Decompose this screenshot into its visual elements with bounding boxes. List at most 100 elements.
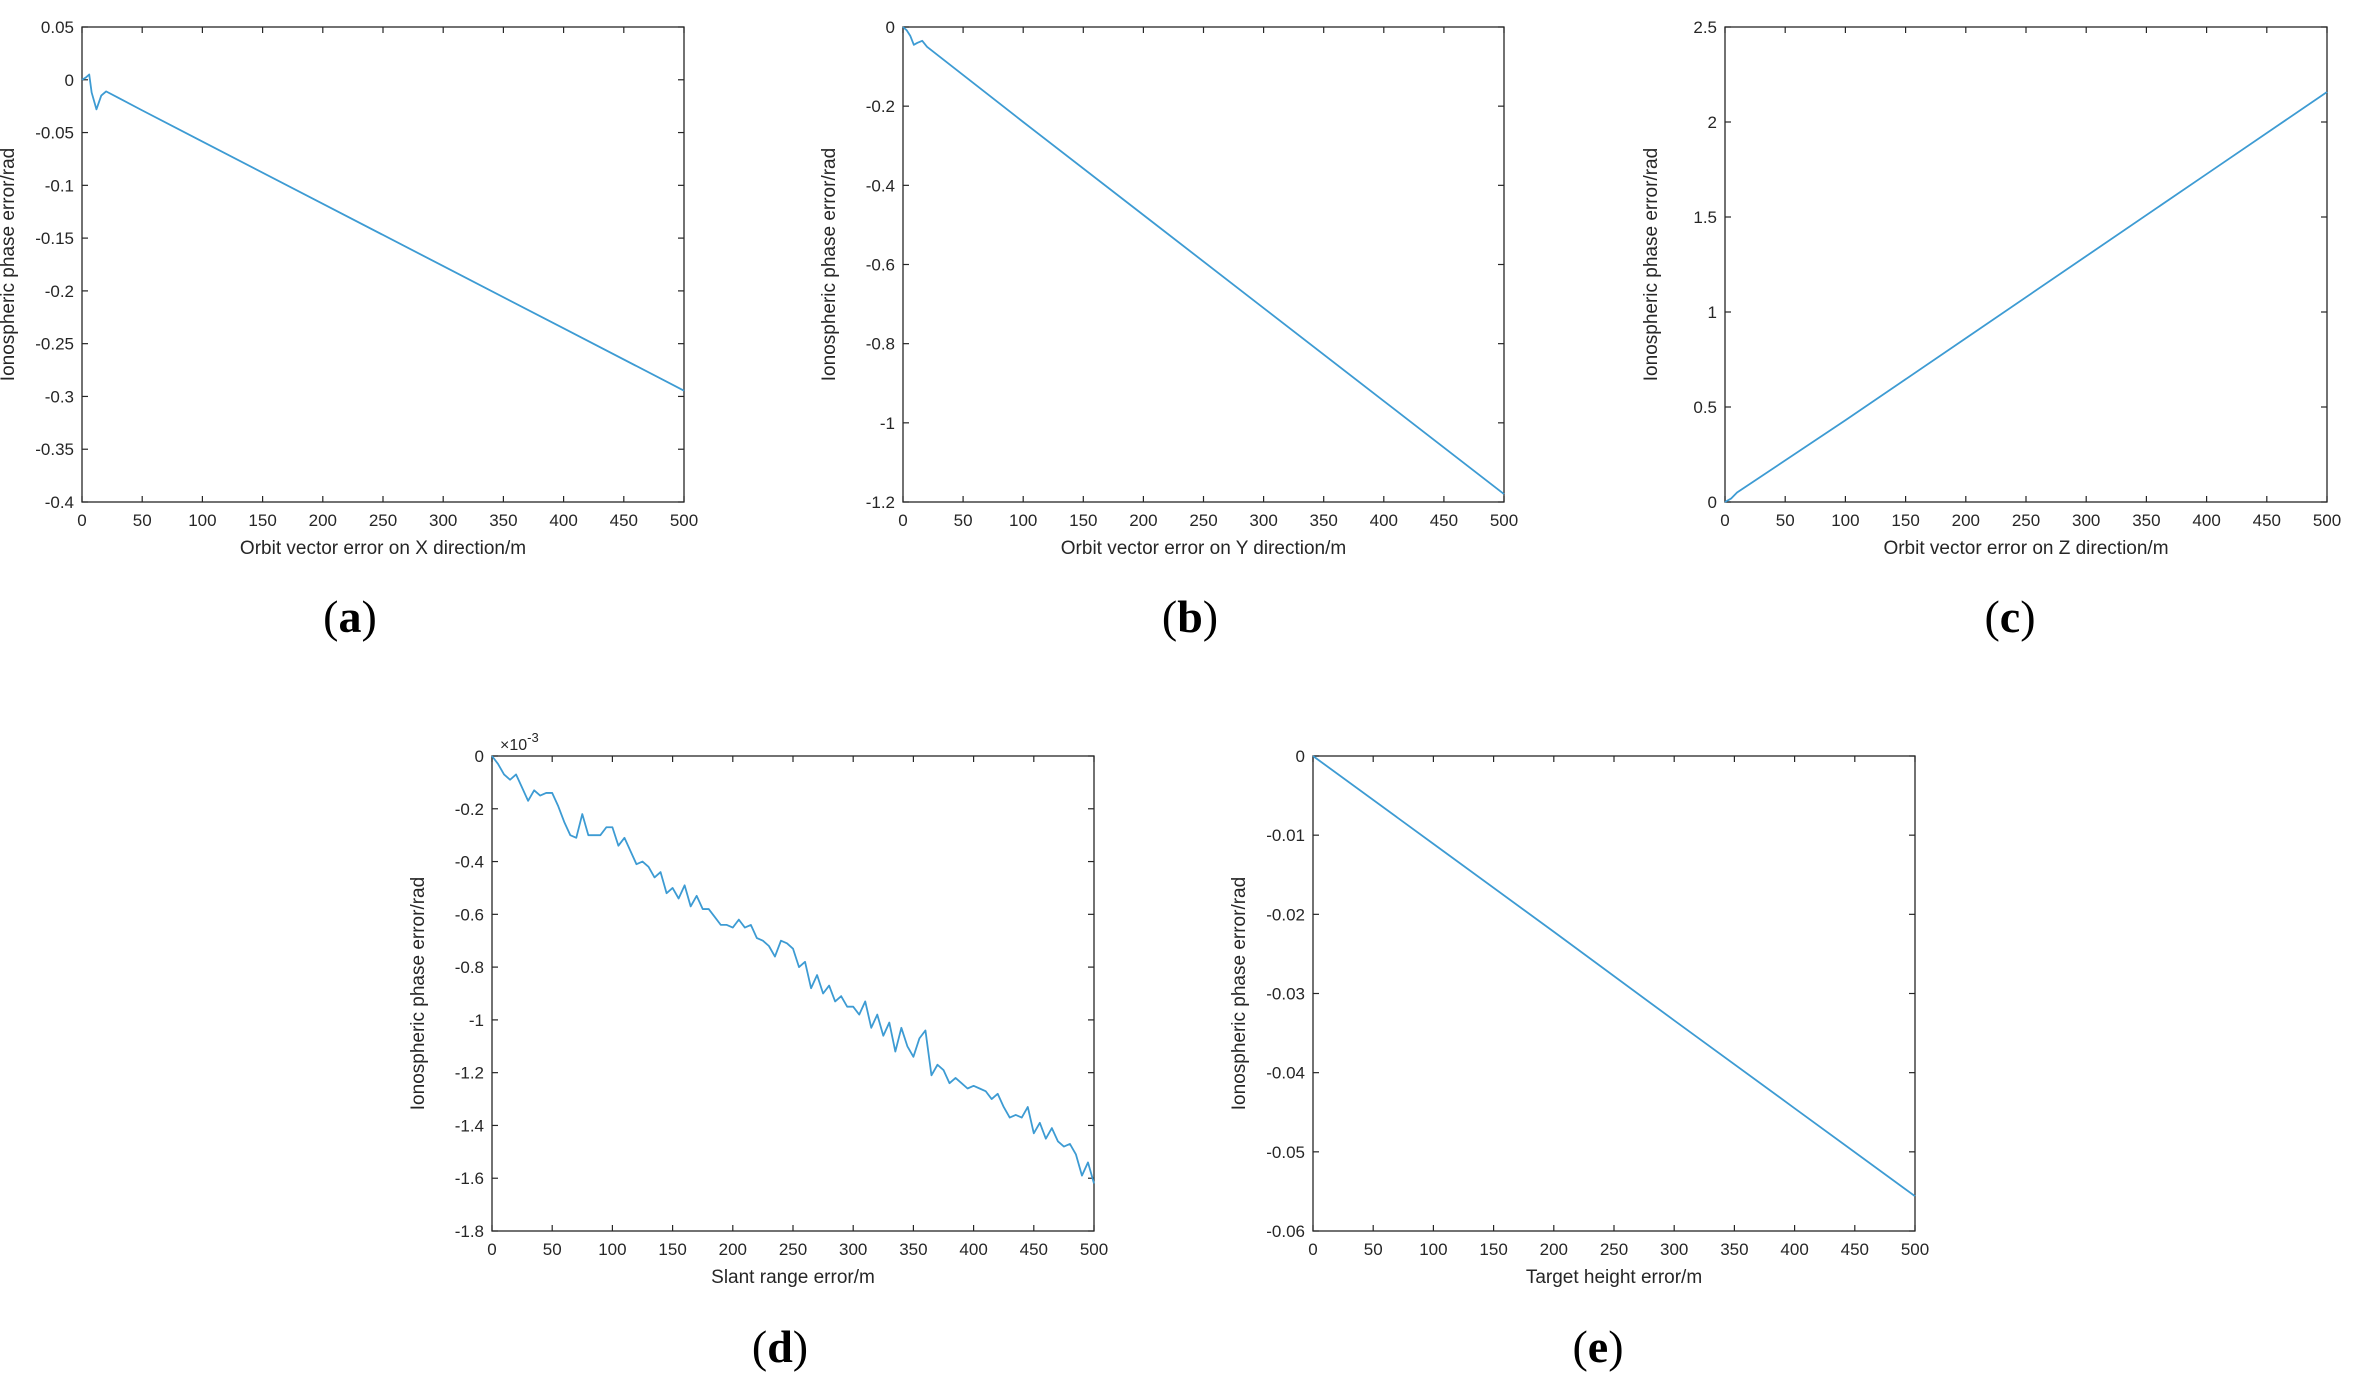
x-tick-label: 150 [248, 511, 276, 530]
y-tick-label: 0.05 [41, 18, 74, 37]
plot-frame [491, 755, 1095, 1232]
y-tick-label: -0.2 [45, 282, 74, 301]
panel-paren-open: ( [1984, 591, 1999, 642]
y-axis-label: Ionospheric phase error/rad [819, 148, 840, 381]
y-tick-label: 2 [1708, 113, 1717, 132]
series-line [902, 26, 1505, 495]
x-tick-label: 100 [1831, 511, 1859, 530]
plot-frame [1724, 26, 2328, 503]
chart-panel-c: 0 50 100 150 200 250 300 350 400 450 500 0 0.5 1 1.5 2 2… [1641, 18, 2341, 642]
panel-letter: b [1177, 591, 1203, 642]
chart-panel-e: 0 50 100 150 200 250 300 350 400 450 500 -0.06 -0.05… [1229, 747, 1929, 1372]
x-tick-label: 350 [2132, 511, 2160, 530]
y-tick-label: 0.5 [1693, 398, 1717, 417]
x-tick-label: 200 [1952, 511, 1980, 530]
y-tick-label: -1 [880, 414, 895, 433]
x-tick-label: 350 [1720, 1240, 1748, 1259]
y-tick-label: -1.2 [866, 493, 895, 512]
y-exponent-label: ×10-3 [500, 730, 539, 754]
x-tick-label: 450 [610, 511, 638, 530]
x-tick-label: 250 [2012, 511, 2040, 530]
x-tick-label: 400 [2192, 511, 2220, 530]
x-axis-label: Orbit vector error on X direction/m [240, 538, 526, 559]
x-tick-label: 500 [1080, 1240, 1108, 1259]
x-tick-label: 350 [1310, 511, 1338, 530]
y-exponent-base: ×10 [500, 737, 527, 754]
chart-panel-d: 0 50 100 150 200 250 300 350 400 450 500 -1.8 -1.6 -1… [408, 730, 1108, 1372]
y-tick-label: -0.02 [1266, 905, 1305, 924]
y-tick-label: -1.6 [455, 1169, 484, 1188]
y-tick-label: -0.3 [45, 387, 74, 406]
y-tick-label: -0.6 [455, 905, 484, 924]
x-tick-label: 250 [779, 1240, 807, 1259]
panel-letter: a [339, 591, 362, 642]
x-axis-label: Orbit vector error on Y direction/m [1061, 538, 1346, 559]
y-tick-label: 0 [475, 747, 484, 766]
x-tick-label: 300 [429, 511, 457, 530]
series-line [1312, 755, 1916, 1197]
plot-frame [81, 26, 685, 503]
x-tick-label: 300 [839, 1240, 867, 1259]
panel-label: (b) [1162, 591, 1218, 642]
panel-label: (c) [1984, 591, 2035, 642]
x-tick-label: 50 [133, 511, 152, 530]
y-tick-label: -1.4 [455, 1116, 484, 1135]
y-tick-label: -0.8 [866, 335, 895, 354]
y-tick-label: 0 [1708, 493, 1717, 512]
y-tick-label: -0.6 [866, 256, 895, 275]
x-tick-label: 100 [598, 1240, 626, 1259]
x-tick-label: 100 [1009, 511, 1037, 530]
y-axis-label: Ionospheric phase error/rad [408, 877, 429, 1110]
panel-paren-close: ) [2020, 591, 2035, 642]
panel-paren-close: ) [793, 1321, 808, 1372]
y-tick-label: -0.25 [35, 335, 74, 354]
x-tick-label: 100 [188, 511, 216, 530]
y-tick-label: -0.1 [45, 176, 74, 195]
y-tick-label: -0.35 [35, 440, 74, 459]
x-tick-label: 450 [1020, 1240, 1048, 1259]
x-tick-label: 300 [1249, 511, 1277, 530]
y-tick-label: -1 [469, 1011, 484, 1030]
y-tick-label: -0.8 [455, 958, 484, 977]
x-tick-label: 500 [670, 511, 698, 530]
series-line [1724, 91, 2328, 503]
series-line [491, 755, 1095, 1184]
x-tick-label: 150 [1891, 511, 1919, 530]
y-tick-label: -0.03 [1266, 985, 1305, 1004]
x-tick-label: 200 [309, 511, 337, 530]
x-axis-label: Slant range error/m [711, 1267, 875, 1288]
y-tick-label: -0.06 [1266, 1222, 1305, 1241]
plot-frame [1312, 755, 1916, 1232]
y-tick-label: -0.2 [866, 97, 895, 116]
panel-paren-close: ) [1203, 591, 1218, 642]
x-tick-label: 100 [1419, 1240, 1447, 1259]
panel-letter: e [1588, 1321, 1608, 1372]
chart-panel-b: 0 50 100 150 200 250 300 350 400 450 500 -1.2 -1 -0.8… [819, 18, 1518, 642]
x-tick-label: 200 [1540, 1240, 1568, 1259]
x-tick-label: 200 [719, 1240, 747, 1259]
y-axis-label: Ionospheric phase error/rad [1229, 877, 1250, 1110]
x-tick-label: 500 [1490, 511, 1518, 530]
x-tick-label: 350 [899, 1240, 927, 1259]
x-tick-label: 250 [1189, 511, 1217, 530]
x-tick-label: 250 [1600, 1240, 1628, 1259]
x-tick-label: 450 [1841, 1240, 1869, 1259]
y-exponent-power: -3 [527, 730, 539, 745]
x-tick-label: 300 [1660, 1240, 1688, 1259]
x-tick-label: 50 [954, 511, 973, 530]
y-axis-label: Ionospheric phase error/rad [1641, 148, 1662, 381]
panel-paren-close: ) [362, 591, 377, 642]
x-tick-label: 0 [487, 1240, 496, 1259]
y-tick-label: 1 [1708, 303, 1717, 322]
x-tick-label: 450 [1430, 511, 1458, 530]
y-tick-label: -0.15 [35, 229, 74, 248]
y-tick-label: -0.2 [455, 800, 484, 819]
panel-label: (a) [323, 591, 377, 642]
y-tick-label: -0.4 [866, 176, 895, 195]
panel-label: (e) [1572, 1321, 1623, 1372]
chart-panel-a: 0 50 100 150 200 250 300 350 400 450 500 -0.4 -0.35 -… [0, 18, 698, 642]
x-tick-label: 150 [658, 1240, 686, 1259]
x-tick-label: 150 [1479, 1240, 1507, 1259]
panel-paren-open: ( [1162, 591, 1177, 642]
panel-paren-open: ( [323, 591, 338, 642]
